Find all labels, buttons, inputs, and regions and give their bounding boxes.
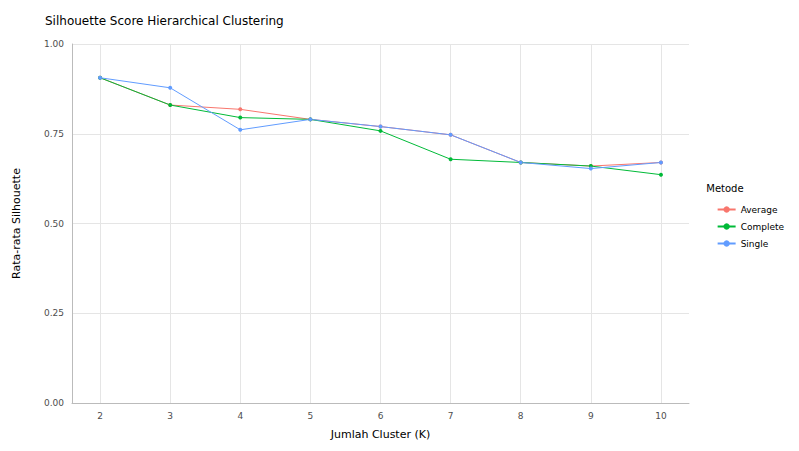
svg-text:Average: Average bbox=[741, 205, 778, 215]
svg-text:Metode: Metode bbox=[706, 183, 743, 194]
svg-text:10: 10 bbox=[655, 411, 667, 421]
svg-text:1.00: 1.00 bbox=[44, 39, 64, 49]
svg-text:6: 6 bbox=[378, 411, 384, 421]
svg-text:0.00: 0.00 bbox=[44, 398, 64, 408]
svg-text:0.75: 0.75 bbox=[44, 129, 64, 139]
svg-text:0.25: 0.25 bbox=[44, 308, 64, 318]
svg-text:Single: Single bbox=[741, 239, 769, 249]
svg-text:Jumlah Cluster (K): Jumlah Cluster (K) bbox=[330, 428, 431, 441]
svg-text:Complete: Complete bbox=[741, 222, 785, 232]
svg-text:Rata-rata Silhouette: Rata-rata Silhouette bbox=[10, 168, 23, 279]
svg-text:3: 3 bbox=[167, 411, 173, 421]
svg-text:4: 4 bbox=[237, 411, 243, 421]
svg-text:Silhouette Score Hierarchical: Silhouette Score Hierarchical Clustering bbox=[45, 14, 284, 28]
svg-text:7: 7 bbox=[448, 411, 454, 421]
svg-text:9: 9 bbox=[588, 411, 594, 421]
svg-text:8: 8 bbox=[518, 411, 524, 421]
svg-text:5: 5 bbox=[308, 411, 314, 421]
svg-text:2: 2 bbox=[97, 411, 103, 421]
svg-text:0.50: 0.50 bbox=[44, 219, 64, 229]
